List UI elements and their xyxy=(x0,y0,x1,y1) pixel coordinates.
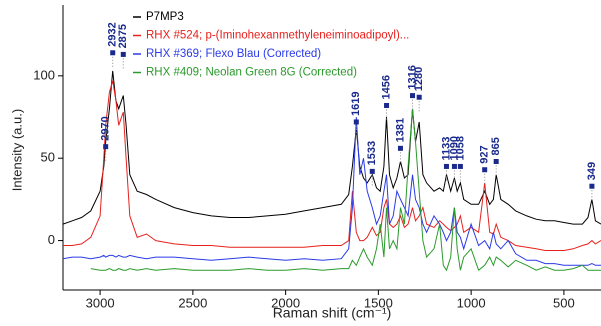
peak-label: 865 xyxy=(490,137,502,155)
x-tick-label: 500 xyxy=(553,295,575,310)
peak-label: 1133 xyxy=(440,137,452,161)
peak-marker xyxy=(103,144,109,150)
peak-label: 1619 xyxy=(350,91,362,115)
x-tick-label: 2500 xyxy=(178,295,207,310)
legend-label: RHX #524; p-(Iminohexanmethyleneiminoadi… xyxy=(146,30,409,42)
x-axis-label: Raman shift (cm⁻¹) xyxy=(273,305,392,321)
peak-label: 927 xyxy=(479,145,491,163)
series-line xyxy=(90,108,601,272)
peak-label: 1533 xyxy=(366,141,378,165)
peak-marker xyxy=(410,93,416,99)
peak-marker xyxy=(369,168,375,174)
legend-label: P7MP3 xyxy=(146,11,184,23)
peak-marker xyxy=(120,51,126,57)
peak-marker xyxy=(384,102,390,108)
peak-label: 2875 xyxy=(117,24,129,48)
x-tick-label: 3000 xyxy=(86,295,115,310)
peak-label: 1090 xyxy=(448,136,460,160)
peak-label: 1316 xyxy=(406,65,418,89)
peak-marker xyxy=(493,159,499,165)
peak-marker xyxy=(482,167,488,173)
peak-label: 1456 xyxy=(380,75,392,99)
series-line xyxy=(63,80,601,251)
series-line xyxy=(62,70,601,225)
x-tick-label: 1000 xyxy=(457,295,486,310)
peak-marker xyxy=(457,163,463,169)
y-tick-label: 100 xyxy=(33,67,55,82)
peak-marker xyxy=(589,183,595,189)
peak-marker xyxy=(451,163,457,169)
legend-label: RHX #409; Neolan Green 8G (Corrected) xyxy=(146,67,357,79)
series-line xyxy=(62,116,601,266)
peak-label: 2932 xyxy=(107,22,119,46)
peak-label: 1280 xyxy=(413,67,425,91)
y-tick-label: 50 xyxy=(41,150,55,165)
x-tick-label: 1500 xyxy=(364,295,393,310)
peak-marker xyxy=(397,145,403,151)
x-tick-label: 2000 xyxy=(271,295,300,310)
peak-marker xyxy=(110,50,116,56)
y-axis-label: Intensity (a.u.) xyxy=(9,109,24,191)
legend-label: RHX #369; Flexo Blau (Corrected) xyxy=(146,48,321,60)
peak-marker xyxy=(353,119,359,125)
peak-marker xyxy=(443,163,449,169)
peak-marker xyxy=(416,94,422,100)
peak-label: 1381 xyxy=(394,118,406,142)
peak-label: 2970 xyxy=(100,116,112,140)
y-tick-label: 0 xyxy=(48,232,55,247)
peak-label: 1058 xyxy=(454,136,466,160)
peak-label: 349 xyxy=(586,162,598,180)
